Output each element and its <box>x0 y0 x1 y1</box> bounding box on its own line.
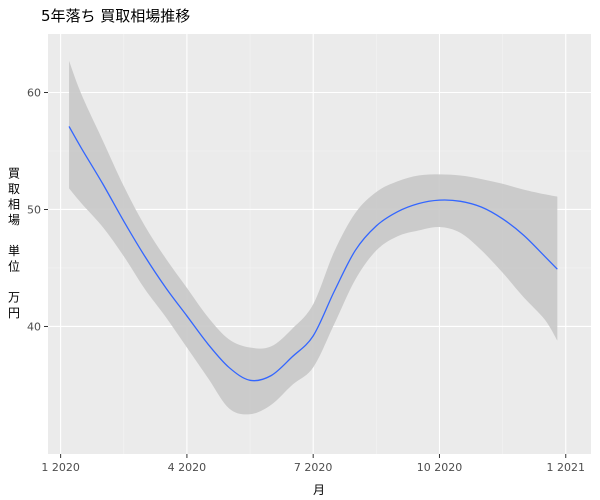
y-axis-title-char: 買 <box>8 166 20 180</box>
grid-major <box>48 34 591 454</box>
chart-title: 5年落ち 買取相場推移 <box>41 7 190 25</box>
y-axis-title-char: 場 <box>8 213 20 227</box>
y-axis-title-char: 万 <box>8 290 20 304</box>
y-axis: 40 50 60 <box>27 86 48 333</box>
y-axis-title-char: 相 <box>8 197 20 211</box>
y-tick-label: 40 <box>27 320 41 333</box>
x-tick-label: 4 2020 <box>168 461 207 474</box>
y-axis-title-char: 円 <box>8 306 20 320</box>
y-tick-label: 50 <box>27 203 41 216</box>
x-tick-label: 1 2021 <box>546 461 585 474</box>
x-axis-title: 月 <box>313 483 325 497</box>
x-axis: 1 2020 4 2020 7 2020 10 2020 1 2021 <box>41 454 585 474</box>
trend-line <box>68 126 558 382</box>
x-tick-label: 7 2020 <box>294 461 333 474</box>
x-tick-label: 10 2020 <box>417 461 463 474</box>
confidence-band <box>69 60 558 415</box>
x-tick-label: 1 2020 <box>41 461 80 474</box>
series-layer <box>68 60 558 415</box>
y-axis-title-char: 取 <box>8 182 20 196</box>
y-axis-title-char: 位 <box>8 258 20 273</box>
y-tick-label: 60 <box>27 86 41 99</box>
y-axis-title-char: 単 <box>8 244 20 258</box>
